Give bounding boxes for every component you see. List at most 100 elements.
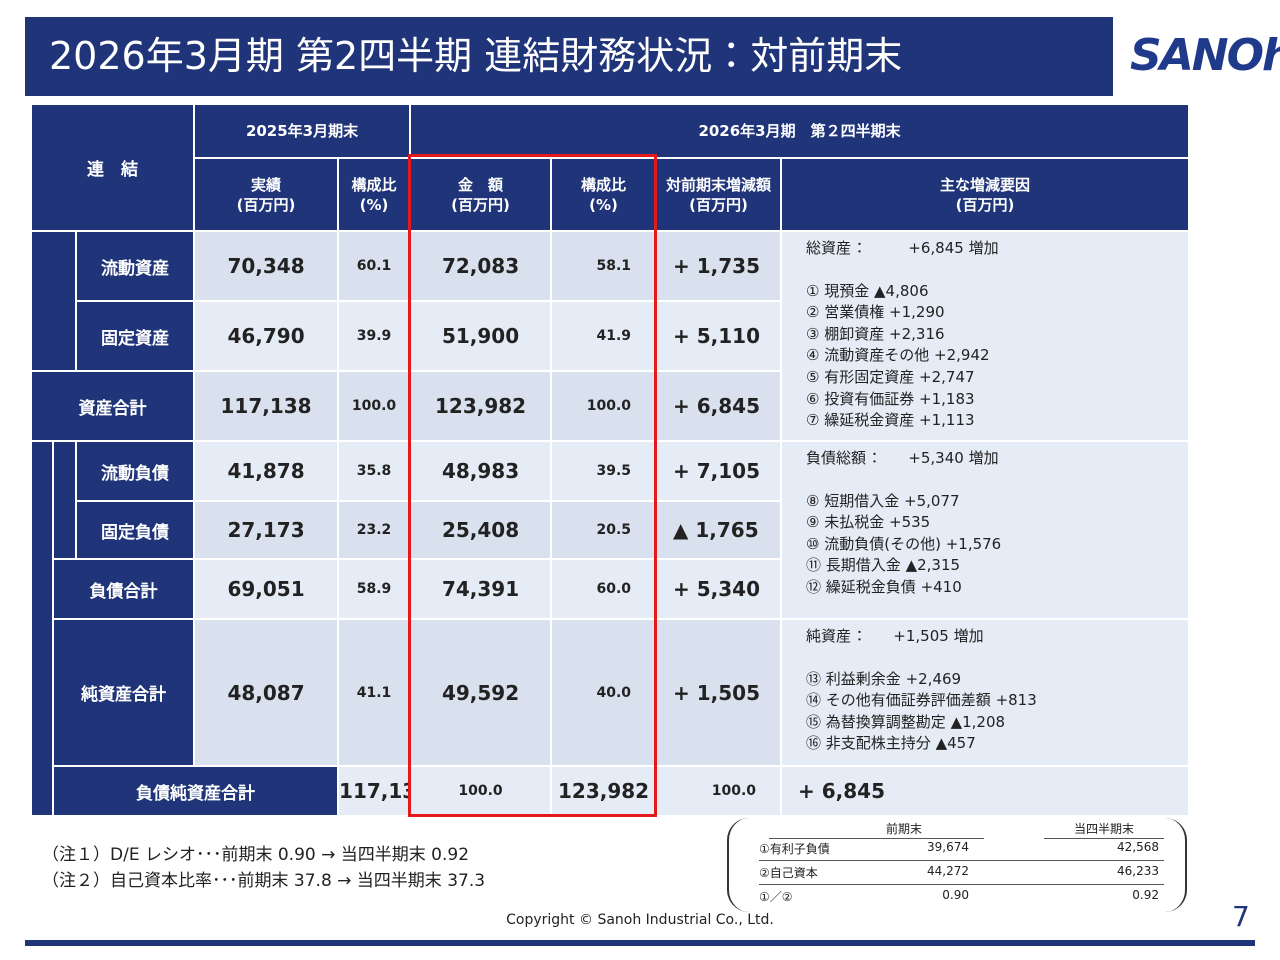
cell: + 6,845 bbox=[655, 370, 783, 442]
mini-header: 前期末 bbox=[885, 822, 922, 836]
reason-item: ⑮ 為替換算調整勘定 ▲1,208 bbox=[806, 712, 1006, 731]
cell: 固定資産 bbox=[74, 300, 196, 372]
cell: 35.8 bbox=[337, 440, 412, 502]
text: 構成比 bbox=[351, 175, 397, 194]
logo: SANOh bbox=[1130, 30, 1280, 81]
cell: 実績 (百万円) bbox=[193, 157, 340, 232]
cell: 117,138 bbox=[337, 765, 412, 817]
copyright: Copyright © Sanoh Industrial Co., Ltd. bbox=[506, 912, 774, 928]
row: 純資産合計 48,087 41.1 49,592 40.0 + 1,505 純資産 ： +1… bbox=[31, 618, 1191, 767]
cell: 2025年3月期末 bbox=[193, 103, 412, 159]
cell: 純資産 ： +1,505 増加 ⑬ 利益剰余金 +2,469 ⑭ その他有価証券評価… bbox=[780, 618, 1191, 767]
rule bbox=[759, 884, 1164, 885]
text: 実績 bbox=[251, 175, 282, 194]
cell: 100.0 bbox=[550, 370, 658, 442]
cell: + 1,735 bbox=[655, 230, 783, 302]
cell bbox=[30, 440, 54, 817]
mini-cell: ①有利子負債 bbox=[759, 842, 830, 856]
mini-cell: 0.90 bbox=[942, 888, 969, 902]
reason-summary: 負債総額 ： +5,340 増加 bbox=[806, 449, 999, 467]
reason-item: ⑦ 繰延税金資産 +1,113 bbox=[806, 411, 975, 430]
cell: 48,983 bbox=[409, 440, 553, 502]
text: 対前期末増減額 bbox=[666, 175, 772, 194]
mini-cell: 42,568 bbox=[1117, 840, 1159, 854]
cell: 資産合計 bbox=[29, 370, 196, 442]
mini-cell: ①／② bbox=[759, 890, 793, 904]
balance-table: 連 結 2025年3月期末 2026年3月期 第２四半期末 実績 (百万円) 構成… bbox=[29, 103, 1191, 817]
cell: 構成比 (%) bbox=[550, 157, 658, 232]
cell: + 5,110 bbox=[655, 300, 783, 372]
cell: 流動負債 bbox=[74, 440, 196, 502]
cell: 74,391 bbox=[409, 558, 553, 620]
cell: 100.0 bbox=[655, 765, 783, 817]
cell: 39.9 bbox=[337, 300, 412, 372]
cell bbox=[52, 440, 77, 560]
cell: 27,173 bbox=[193, 500, 340, 560]
row: 実績 (百万円) 構成比 (%) 金 額 (百万円) 構成比 (%) 対前期末増減額 (百… bbox=[31, 157, 1191, 232]
cell: 60.0 bbox=[550, 558, 658, 620]
cell: 23.2 bbox=[337, 500, 412, 560]
highlight-box bbox=[408, 154, 657, 817]
cell: 41,878 bbox=[193, 440, 340, 502]
cell: 46,790 bbox=[193, 300, 340, 372]
cell: 72,083 bbox=[409, 230, 553, 302]
cell: + 7,105 bbox=[655, 440, 783, 502]
reason-item: ⑩ 流動負債(その他) +1,576 bbox=[806, 534, 1002, 553]
cell: 対前期末増減額 (百万円) bbox=[655, 157, 783, 232]
row: 連 結 2025年3月期末 2026年3月期 第２四半期末 bbox=[29, 103, 1191, 232]
cell: 流動資産 bbox=[74, 230, 196, 302]
cell: 連 結 bbox=[29, 103, 196, 232]
cell: 70,348 bbox=[193, 230, 340, 302]
bottom-rule bbox=[25, 940, 1255, 946]
row: 資産合計 117,138 100.0 123,982 100.0 + 6,845 bbox=[29, 370, 1189, 442]
note: （注２）自己資本比率･･･前期末 37.8 → 当四半期末 37.3 bbox=[42, 871, 486, 891]
layout: 連 結 2025年3月期末 2026年3月期 第２四半期末 実績 (百万円) 構成… bbox=[29, 103, 1191, 817]
mini-cell: 0.92 bbox=[1132, 888, 1159, 902]
reason-item: ⑧ 短期借入金 +5,077 bbox=[806, 491, 960, 510]
cell: + 5,340 bbox=[655, 558, 783, 620]
cell: 39.5 bbox=[550, 440, 658, 502]
text: (%) bbox=[359, 195, 389, 214]
text: (%) bbox=[589, 195, 618, 214]
row: 固定資産 46,790 39.9 51,900 41.9 + 5,110 bbox=[31, 300, 1189, 372]
reason-item: ⑥ 投資有価証券 +1,183 bbox=[806, 389, 975, 408]
cell: 48,087 bbox=[193, 618, 340, 767]
row: 流動資産 70,348 60.1 72,083 58.1 + 1,735 総資産 ： +6… bbox=[30, 230, 1191, 442]
cell: 60.1 bbox=[337, 230, 412, 302]
rule bbox=[759, 860, 1164, 861]
cell: 負債総額 ： +5,340 増加 ⑧ 短期借入金 +5,077 ⑨ 未払税金 +53… bbox=[780, 440, 1191, 620]
ratio-table: 前期末 当四半期末 ①有利子負債 39,674 42,568 ②自己資本 44,272 46,… bbox=[727, 818, 1187, 912]
reason-item: ⑨ 未払税金 +535 bbox=[806, 513, 931, 532]
row: 固定負債 27,173 23.2 25,408 20.5 ▲ 1,765 bbox=[31, 500, 1189, 560]
text: 主な増減要因 bbox=[940, 175, 1031, 194]
cell: 100.0 bbox=[337, 370, 412, 442]
text: 構成比 bbox=[581, 175, 627, 194]
reason-item: ① 現預金 ▲4,806 bbox=[806, 281, 929, 300]
reason-item: ④ 流動資産その他 +2,942 bbox=[806, 346, 990, 365]
cell: 41.1 bbox=[337, 618, 412, 767]
page-number: 7 bbox=[1232, 900, 1250, 933]
cell: 主な増減要因 (百万円) bbox=[780, 157, 1191, 232]
row: 負債合計 69,051 58.9 74,391 60.0 + 5,340 bbox=[31, 558, 1189, 620]
mini-cell: 39,674 bbox=[927, 840, 969, 854]
cell: 49,592 bbox=[409, 618, 553, 767]
text: (百万円) bbox=[236, 195, 296, 214]
cell: 固定負債 bbox=[74, 500, 196, 560]
cell bbox=[30, 230, 77, 372]
text: 金 額 bbox=[458, 175, 504, 194]
cell: 負債純資産合計 bbox=[51, 765, 340, 817]
cell: 58.1 bbox=[550, 230, 658, 302]
cell: 123,982 bbox=[550, 765, 658, 817]
cell: + 6,845 bbox=[780, 765, 1191, 817]
reason-item: ⑭ その他有価証券評価差額 +813 bbox=[806, 691, 1037, 710]
cell: 41.9 bbox=[550, 300, 658, 372]
row: 流動負債 41,878 35.8 48,983 39.5 + 7,105 負債総額 ： +… bbox=[30, 440, 1191, 817]
note: （注１）D/E レシオ･･･前期末 0.90 → 当四半期末 0.92 bbox=[42, 845, 470, 865]
reason-summary: 純資産 ： +1,505 増加 bbox=[806, 627, 984, 645]
cell: 69,051 bbox=[193, 558, 340, 620]
cell: 負債合計 bbox=[51, 558, 196, 620]
reason-item: ⑯ 非支配株主持分 ▲457 bbox=[806, 734, 976, 753]
reason-item: ⑬ 利益剰余金 +2,469 bbox=[806, 669, 962, 688]
